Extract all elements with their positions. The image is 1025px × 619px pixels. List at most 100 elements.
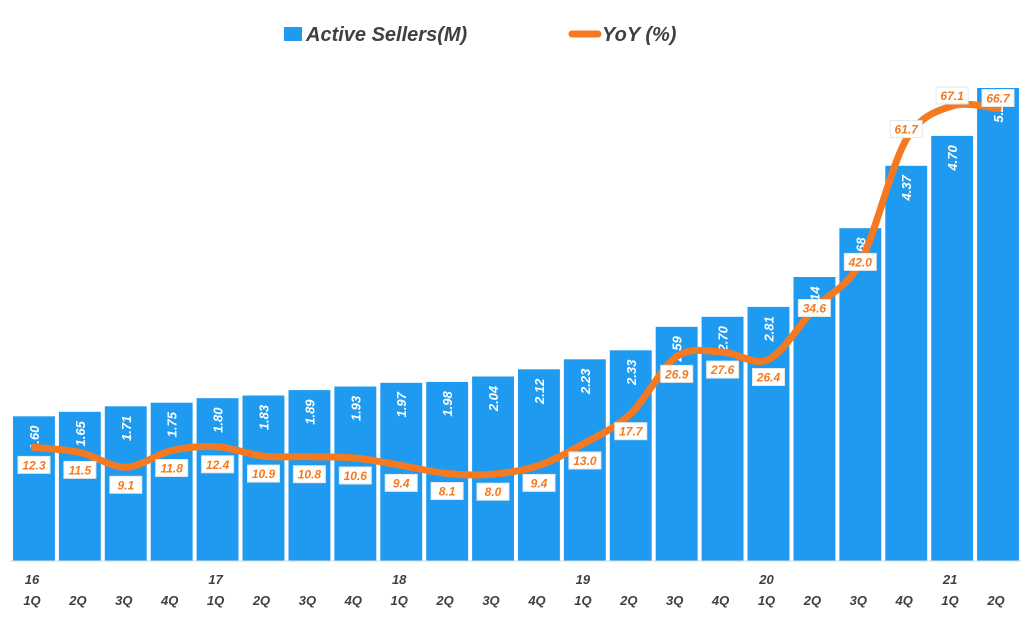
yoy-label-box [63,460,97,479]
x-tick-quarter: 3Q [482,593,499,608]
x-axis-ticks: 16 1Q 2Q 3Q 4Q 17 1Q 2Q 3Q 4Q 18 1Q 2Q 3Q 4Q 19 1Q 2Q 3Q 4Q… [23,572,1004,608]
yoy-value-label: 9.1 [109,475,143,494]
yoy-label-text: 27.6 [710,363,735,377]
yoy-label-text: 8.0 [485,485,502,499]
x-tick-year: 17 [208,572,223,587]
yoy-label-text: 17.7 [619,425,644,439]
yoy-value-label: 10.8 [292,465,326,484]
yoy-label-text: 9.4 [393,476,410,490]
yoy-value-label: 12.4 [201,455,235,474]
yoy-value-label: 10.6 [338,466,372,485]
yoy-label-box [981,89,1015,107]
yoy-label-box [522,473,556,492]
yoy-value-label: 9.4 [384,473,418,492]
x-tick-quarter: 4Q [711,593,729,608]
yoy-value-label: 66.7 [981,89,1015,107]
yoy-label-text: 61.7 [895,123,920,137]
yoy-value-label: 67.1 [935,86,969,105]
x-tick-quarter: 4Q [160,593,178,608]
x-tick-quarter: 3Q [299,593,316,608]
x-tick-quarter: 2Q [252,593,270,608]
yoy-label-box [614,422,648,441]
yoy-label-box [889,120,923,139]
yoy-label-text: 42.0 [848,255,873,269]
x-tick-year: 19 [576,572,591,587]
x-tick-quarter: 2Q [619,593,637,608]
x-tick-quarter: 2Q [68,593,86,608]
yoy-data-labels: 12.3 11.5 9.1 11.8 12.4 10.9 10.8 10.6 9.4 8.1 8.0… [17,86,1015,501]
x-tick-quarter: 4Q [344,593,362,608]
yoy-value-label: 11.5 [63,460,97,479]
legend-item-active-sellers: Active Sellers(M) [284,24,468,46]
bar [150,402,193,561]
yoy-label-text: 11.8 [160,462,183,476]
yoy-value-label: 9.4 [522,473,556,492]
yoy-label-text: 67.1 [940,89,964,103]
yoy-label-text: 34.6 [803,302,827,316]
yoy-value-label: 11.8 [155,459,189,477]
x-tick-quarter: 4Q [895,593,913,608]
legend: Active Sellers(M) YoY (%) [284,24,677,46]
yoy-value-label: 42.0 [843,252,877,271]
x-tick-quarter: 3Q [115,593,132,608]
bar-value-label: 2.81 [762,316,777,342]
x-tick-quarter: 4Q [527,593,545,608]
yoy-label-text: 9.1 [117,478,134,492]
yoy-label-box [430,482,464,500]
yoy-label-box [797,299,831,317]
x-tick-quarter: 1Q [574,593,591,608]
yoy-label-text: 9.4 [531,476,548,490]
yoy-label-text: 10.9 [252,467,276,481]
bar-value-label: 2.23 [578,368,593,395]
legend-item-yoy: YoY (%) [568,24,677,46]
yoy-label-text: 12.3 [22,458,46,472]
x-tick-quarter: 1Q [758,593,775,608]
bar-value-label: 2.04 [486,385,501,412]
yoy-label-box [109,475,143,494]
bar [931,135,974,561]
bar-value-label: 1.93 [348,395,363,421]
bar [472,376,514,561]
yoy-label-text: 10.8 [298,468,322,482]
yoy-value-label: 26.4 [752,368,785,386]
x-tick-quarter: 1Q [391,593,408,608]
yoy-label-text: 10.6 [344,469,368,483]
yoy-value-label: 13.0 [568,451,602,470]
bar-value-label: 2.70 [716,325,731,352]
yoy-label-box [660,364,694,383]
yoy-value-label: 17.7 [614,422,648,441]
x-tick-quarter: 2Q [986,593,1004,608]
yoy-label-box [292,465,326,484]
bar-value-label: 1.97 [394,391,409,417]
yoy-label-box [384,473,418,492]
x-tick-quarter: 3Q [666,593,683,608]
yoy-label-text: 26.9 [664,367,689,381]
bar-value-label: 1.89 [302,399,317,425]
bar-value-label: 1.83 [257,404,272,430]
yoy-value-label: 10.9 [247,464,280,483]
yoy-label-text: 26.4 [756,371,781,385]
x-tick-quarter: 1Q [941,593,958,608]
legend-label-active-sellers: Active Sellers(M) [305,24,468,46]
yoy-value-label: 12.3 [17,455,51,474]
bar [196,398,239,561]
x-tick-quarter: 2Q [435,593,453,608]
bar [885,165,928,562]
yoy-label-box [476,482,510,501]
yoy-label-box [568,451,602,470]
yoy-label-box [17,455,51,474]
yoy-label-box [935,86,969,105]
yoy-label-text: 66.7 [986,92,1011,106]
yoy-line [30,100,1002,479]
yoy-label-box [201,455,235,474]
x-tick-year: 18 [392,572,407,587]
bar-value-label: 2.33 [624,359,639,386]
bar-value-label: 1.80 [211,407,226,433]
x-tick-quarter: 2Q [803,593,821,608]
x-tick-year: 16 [25,572,40,587]
yoy-label-text: 13.0 [573,454,597,468]
bar [380,382,423,561]
bar [58,411,101,561]
bar-value-label: 2.12 [532,378,547,405]
